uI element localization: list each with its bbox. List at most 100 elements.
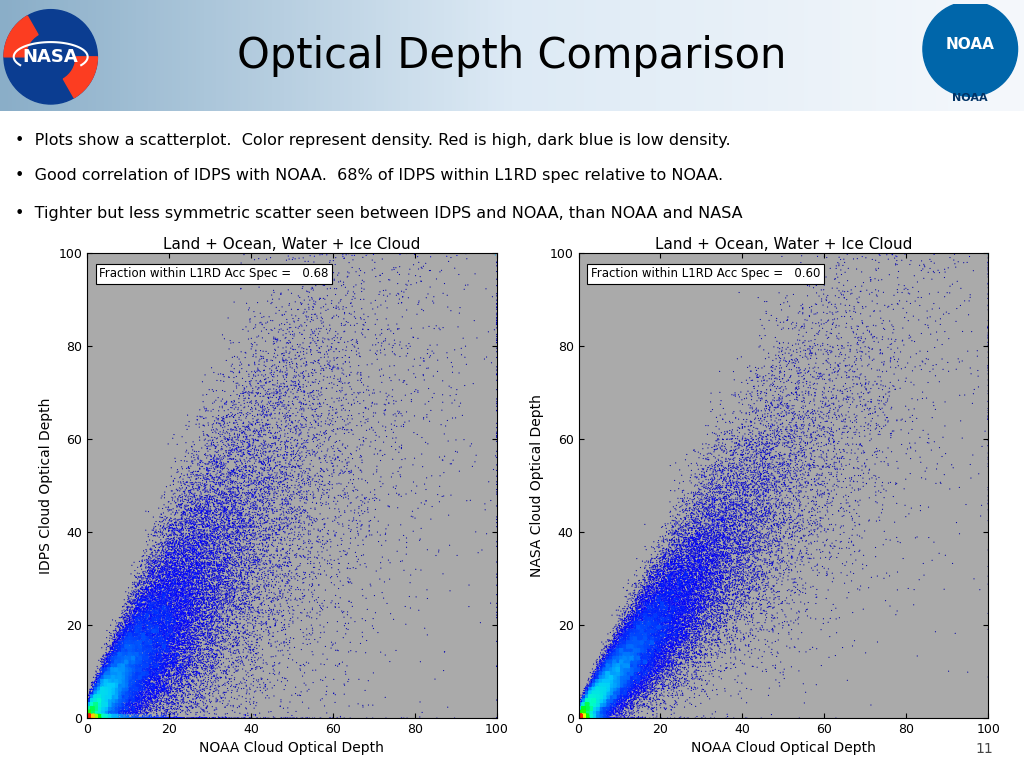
Point	[307, 403, 324, 415]
Point	[87, 704, 103, 717]
Point	[636, 622, 652, 634]
Point	[267, 457, 284, 469]
Point	[177, 632, 194, 644]
Point	[714, 604, 730, 616]
Point	[584, 701, 600, 713]
Point	[726, 476, 742, 488]
Point	[603, 676, 620, 688]
Point	[121, 660, 137, 673]
Point	[199, 582, 215, 594]
Point	[729, 624, 745, 637]
Point	[171, 482, 187, 494]
Point	[574, 705, 591, 717]
Point	[129, 653, 145, 665]
Point	[124, 622, 140, 634]
Point	[105, 707, 122, 720]
Point	[660, 545, 677, 558]
Point	[654, 628, 671, 641]
Point	[181, 627, 198, 639]
Point	[136, 647, 153, 660]
Point	[654, 602, 671, 614]
Point	[584, 701, 600, 713]
Point	[131, 602, 147, 614]
Point	[175, 577, 191, 589]
Point	[98, 695, 115, 707]
Point	[590, 694, 606, 706]
Point	[750, 484, 766, 496]
Point	[573, 706, 590, 718]
Point	[590, 692, 606, 704]
Point	[114, 668, 130, 680]
Point	[639, 637, 655, 649]
Point	[91, 712, 108, 724]
Point	[575, 711, 592, 723]
Point	[214, 632, 230, 644]
Point	[111, 707, 127, 720]
Point	[577, 712, 593, 724]
Point	[655, 560, 672, 572]
Point	[158, 678, 174, 690]
Point	[610, 678, 627, 690]
Point	[110, 620, 126, 632]
Point	[271, 382, 288, 394]
Point	[625, 677, 641, 689]
Point	[679, 553, 695, 565]
Point	[133, 712, 150, 724]
Point	[101, 699, 118, 711]
Point	[207, 652, 223, 664]
Point	[88, 706, 104, 718]
Point	[694, 649, 711, 661]
Point	[102, 700, 119, 713]
Point	[208, 628, 224, 641]
Point	[86, 712, 102, 724]
Point	[599, 693, 615, 705]
Point	[683, 684, 699, 697]
Point	[172, 660, 188, 672]
Point	[578, 700, 594, 713]
Point	[597, 664, 613, 676]
Point	[121, 673, 137, 685]
Point	[581, 708, 597, 720]
Point	[244, 532, 260, 545]
Point	[732, 541, 749, 554]
Point	[113, 691, 129, 703]
Point	[206, 553, 222, 565]
Point	[595, 700, 611, 713]
Point	[621, 626, 637, 638]
Point	[95, 692, 112, 704]
Point	[606, 652, 623, 664]
Point	[692, 604, 709, 616]
Point	[130, 691, 146, 703]
Point	[182, 607, 199, 619]
Point	[166, 712, 182, 724]
Point	[625, 650, 641, 662]
Point	[121, 627, 137, 640]
Point	[86, 695, 102, 707]
Point	[128, 621, 144, 634]
Point	[197, 607, 213, 620]
Point	[575, 707, 592, 720]
Point	[118, 633, 134, 645]
Point	[152, 558, 168, 571]
Point	[662, 571, 678, 583]
Point	[240, 445, 256, 457]
Point	[600, 697, 616, 709]
Point	[629, 668, 645, 680]
Point	[105, 644, 122, 657]
Point	[622, 651, 638, 664]
Point	[140, 644, 157, 656]
Point	[796, 531, 812, 543]
Point	[131, 690, 147, 703]
Point	[574, 712, 591, 724]
Point	[686, 575, 702, 588]
Point	[80, 710, 96, 723]
Point	[980, 248, 996, 260]
Point	[206, 498, 222, 511]
Point	[82, 701, 98, 713]
Point	[578, 712, 594, 724]
Point	[120, 694, 136, 707]
Point	[604, 673, 621, 685]
Point	[97, 694, 114, 706]
Point	[718, 561, 734, 574]
Point	[229, 541, 246, 554]
